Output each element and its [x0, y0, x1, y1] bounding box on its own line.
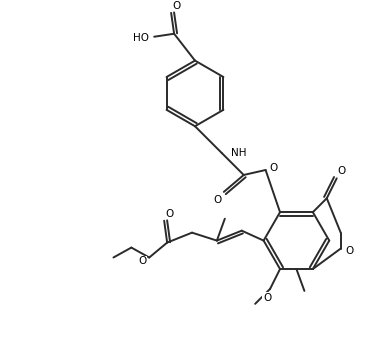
Text: O: O — [138, 257, 146, 266]
Text: O: O — [338, 166, 346, 176]
Text: O: O — [172, 1, 180, 11]
Text: O: O — [214, 195, 222, 205]
Text: O: O — [270, 163, 278, 173]
Text: HO: HO — [133, 33, 149, 43]
Text: O: O — [165, 209, 173, 219]
Text: O: O — [345, 246, 354, 256]
Text: O: O — [263, 293, 271, 303]
Text: NH: NH — [231, 148, 246, 158]
